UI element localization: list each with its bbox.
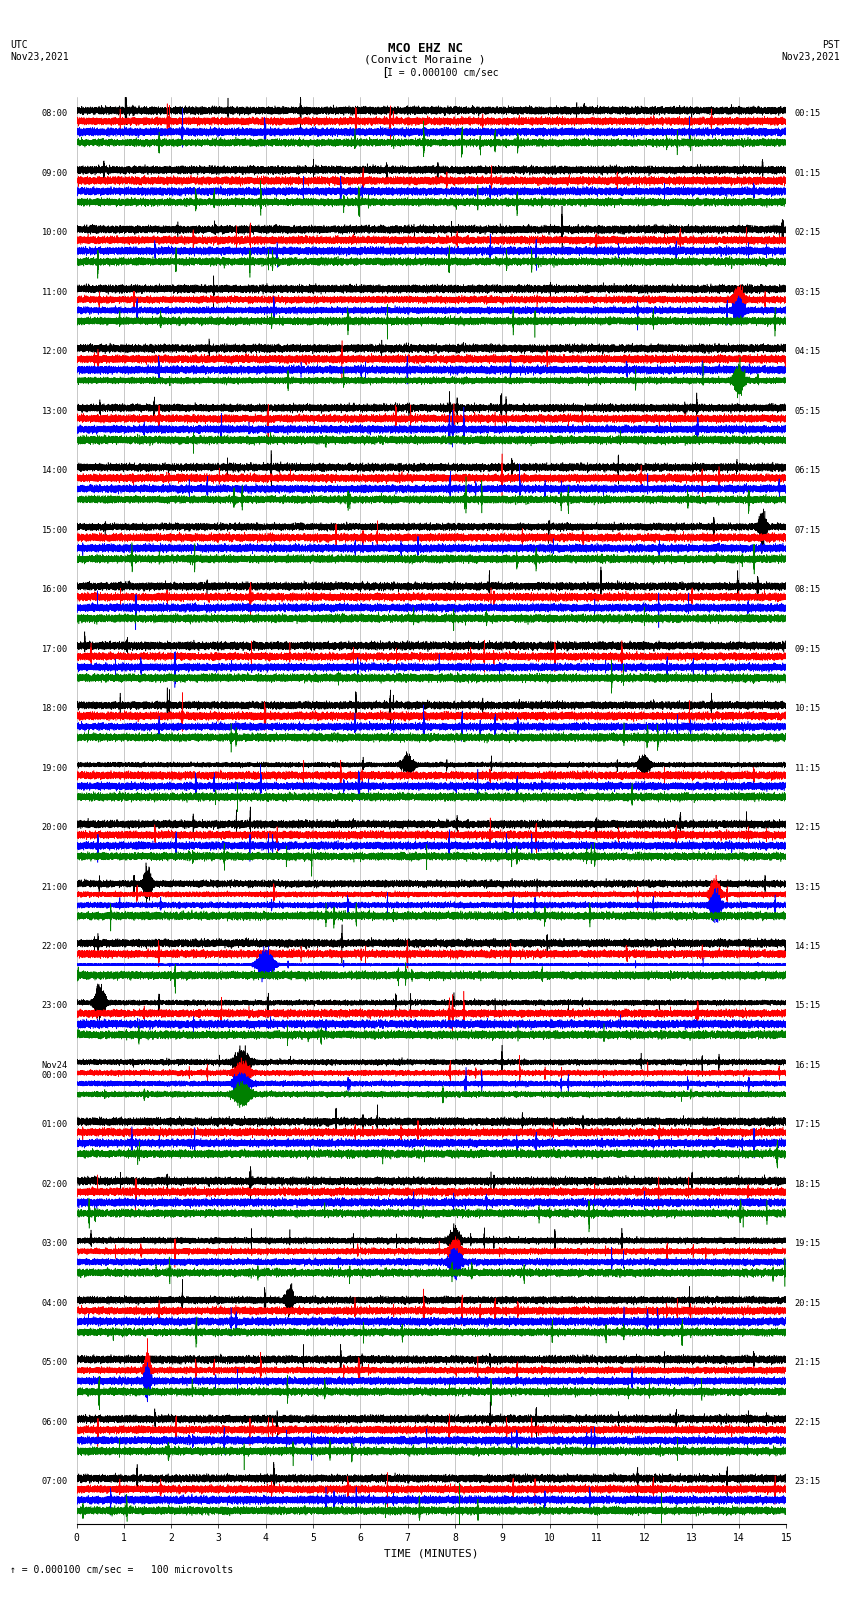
Text: 10:15: 10:15	[795, 703, 821, 713]
Text: 13:00: 13:00	[42, 406, 68, 416]
X-axis label: TIME (MINUTES): TIME (MINUTES)	[384, 1548, 479, 1558]
Text: 09:15: 09:15	[795, 645, 821, 653]
Text: 23:00: 23:00	[42, 1002, 68, 1010]
Text: 17:15: 17:15	[795, 1121, 821, 1129]
Text: 11:15: 11:15	[795, 763, 821, 773]
Text: 21:15: 21:15	[795, 1358, 821, 1368]
Text: 04:00: 04:00	[42, 1298, 68, 1308]
Text: 14:00: 14:00	[42, 466, 68, 476]
Text: 11:00: 11:00	[42, 287, 68, 297]
Text: 00:15: 00:15	[795, 110, 821, 118]
Text: 19:00: 19:00	[42, 763, 68, 773]
Text: 04:15: 04:15	[795, 347, 821, 356]
Text: 18:00: 18:00	[42, 703, 68, 713]
Text: 20:15: 20:15	[795, 1298, 821, 1308]
Text: 06:00: 06:00	[42, 1418, 68, 1428]
Text: I = 0.000100 cm/sec: I = 0.000100 cm/sec	[387, 68, 498, 77]
Text: 01:15: 01:15	[795, 169, 821, 177]
Text: Nov24
00:00: Nov24 00:00	[42, 1061, 68, 1081]
Text: 14:15: 14:15	[795, 942, 821, 952]
Text: 13:15: 13:15	[795, 882, 821, 892]
Text: PST: PST	[822, 40, 840, 50]
Text: MCO EHZ NC: MCO EHZ NC	[388, 42, 462, 55]
Text: 02:00: 02:00	[42, 1179, 68, 1189]
Text: 06:15: 06:15	[795, 466, 821, 476]
Text: 05:15: 05:15	[795, 406, 821, 416]
Text: Nov23,2021: Nov23,2021	[10, 52, 69, 61]
Text: (Convict Moraine ): (Convict Moraine )	[365, 55, 485, 65]
Text: 08:15: 08:15	[795, 586, 821, 594]
Text: [: [	[381, 66, 388, 79]
Text: 23:15: 23:15	[795, 1478, 821, 1486]
Text: 22:15: 22:15	[795, 1418, 821, 1428]
Text: 15:15: 15:15	[795, 1002, 821, 1010]
Text: ↑ = 0.000100 cm/sec =   100 microvolts: ↑ = 0.000100 cm/sec = 100 microvolts	[10, 1565, 234, 1574]
Text: 18:15: 18:15	[795, 1179, 821, 1189]
Text: 17:00: 17:00	[42, 645, 68, 653]
Text: UTC: UTC	[10, 40, 28, 50]
Text: 16:00: 16:00	[42, 586, 68, 594]
Text: 21:00: 21:00	[42, 882, 68, 892]
Text: 12:15: 12:15	[795, 823, 821, 832]
Text: 10:00: 10:00	[42, 227, 68, 237]
Text: 15:00: 15:00	[42, 526, 68, 534]
Text: 03:00: 03:00	[42, 1239, 68, 1248]
Text: 03:15: 03:15	[795, 287, 821, 297]
Text: 08:00: 08:00	[42, 110, 68, 118]
Text: 19:15: 19:15	[795, 1239, 821, 1248]
Text: 09:00: 09:00	[42, 169, 68, 177]
Text: 05:00: 05:00	[42, 1358, 68, 1368]
Text: 20:00: 20:00	[42, 823, 68, 832]
Text: 16:15: 16:15	[795, 1061, 821, 1069]
Text: 07:00: 07:00	[42, 1478, 68, 1486]
Text: 12:00: 12:00	[42, 347, 68, 356]
Text: Nov23,2021: Nov23,2021	[781, 52, 840, 61]
Text: 01:00: 01:00	[42, 1121, 68, 1129]
Text: 02:15: 02:15	[795, 227, 821, 237]
Text: 22:00: 22:00	[42, 942, 68, 952]
Text: 07:15: 07:15	[795, 526, 821, 534]
